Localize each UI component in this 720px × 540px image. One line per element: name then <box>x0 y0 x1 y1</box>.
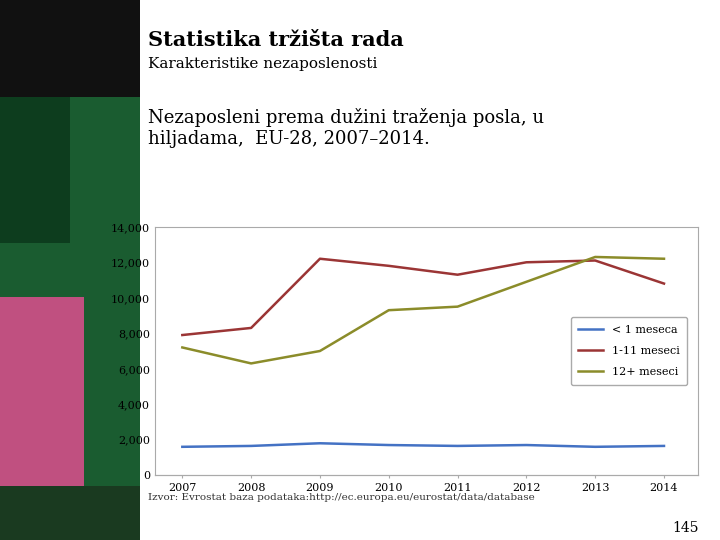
Text: Statistika tržišta rada: Statistika tržišta rada <box>148 30 403 50</box>
Bar <box>0 486 140 540</box>
Text: Izvor: Evrostat baza podataka:http://ec.europa.eu/eurostat/data/database: Izvor: Evrostat baza podataka:http://ec.… <box>148 492 534 502</box>
Text: 145: 145 <box>672 521 698 535</box>
Legend: < 1 meseca, 1-11 meseci, 12+ meseci: < 1 meseca, 1-11 meseci, 12+ meseci <box>571 317 688 385</box>
Text: Karakteristike nezaposlenosti: Karakteristike nezaposlenosti <box>148 57 377 71</box>
Bar <box>0 297 84 486</box>
Text: Nezaposleni prema dužini traženja posla, u
hiljadama,  EU-28, 2007–2014.: Nezaposleni prema dužini traženja posla,… <box>148 108 544 148</box>
Bar <box>0 97 71 243</box>
Bar <box>0 0 140 97</box>
